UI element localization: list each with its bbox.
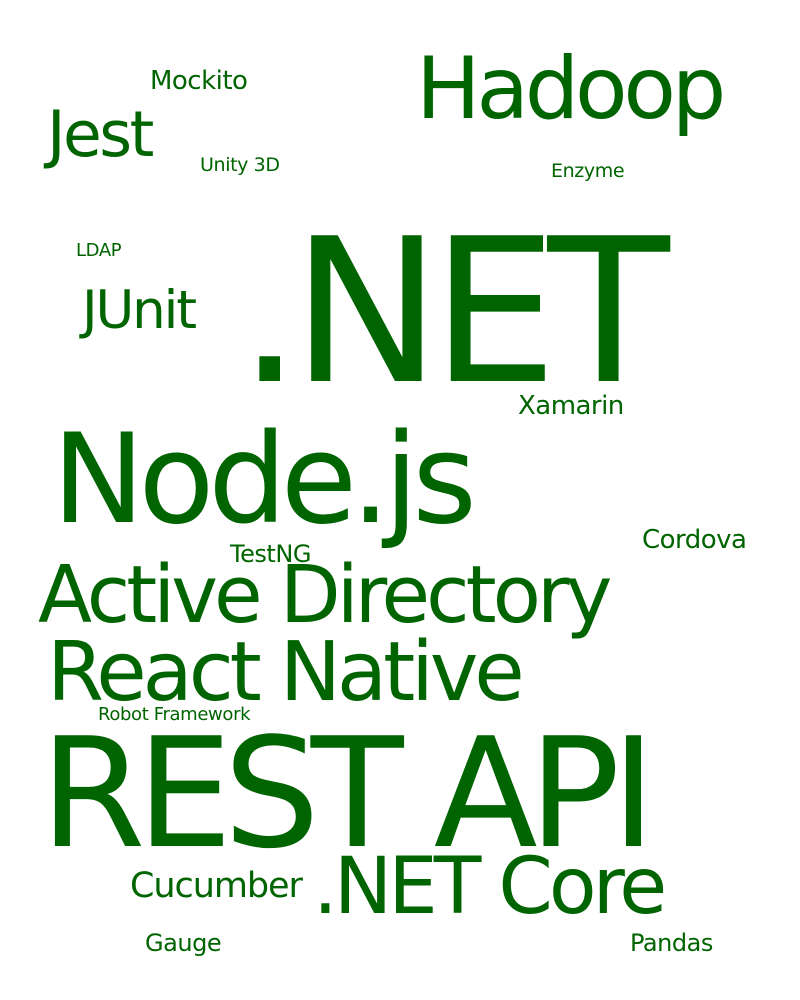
word-hadoop: Hadoop — [416, 39, 726, 139]
word-robot-framework: Robot Framework — [98, 704, 251, 725]
word-xamarin: Xamarin — [518, 391, 624, 421]
word-enzyme: Enzyme — [551, 160, 625, 182]
word-pandas: Pandas — [630, 929, 713, 957]
word-testng: TestNG — [230, 540, 311, 568]
word-mockito: Mockito — [150, 66, 248, 96]
word-junit: JUnit — [82, 280, 197, 341]
word-cucumber: Cucumber — [130, 866, 303, 906]
word-unity-3d: Unity 3D — [200, 154, 280, 176]
word-gauge: Gauge — [145, 929, 222, 957]
word-cordova: Cordova — [642, 525, 747, 555]
word-ldap: LDAP — [76, 240, 122, 261]
word-net: .NET — [238, 196, 670, 429]
word-net-core: .NET Core — [313, 842, 667, 932]
word-jest: Jest — [47, 98, 154, 171]
word-react-native: React Native — [47, 625, 525, 720]
word-rest-api: REST API — [40, 705, 656, 882]
word-active-directory: Active Directory — [38, 549, 612, 641]
word-nodejs: Node.js — [52, 408, 477, 552]
